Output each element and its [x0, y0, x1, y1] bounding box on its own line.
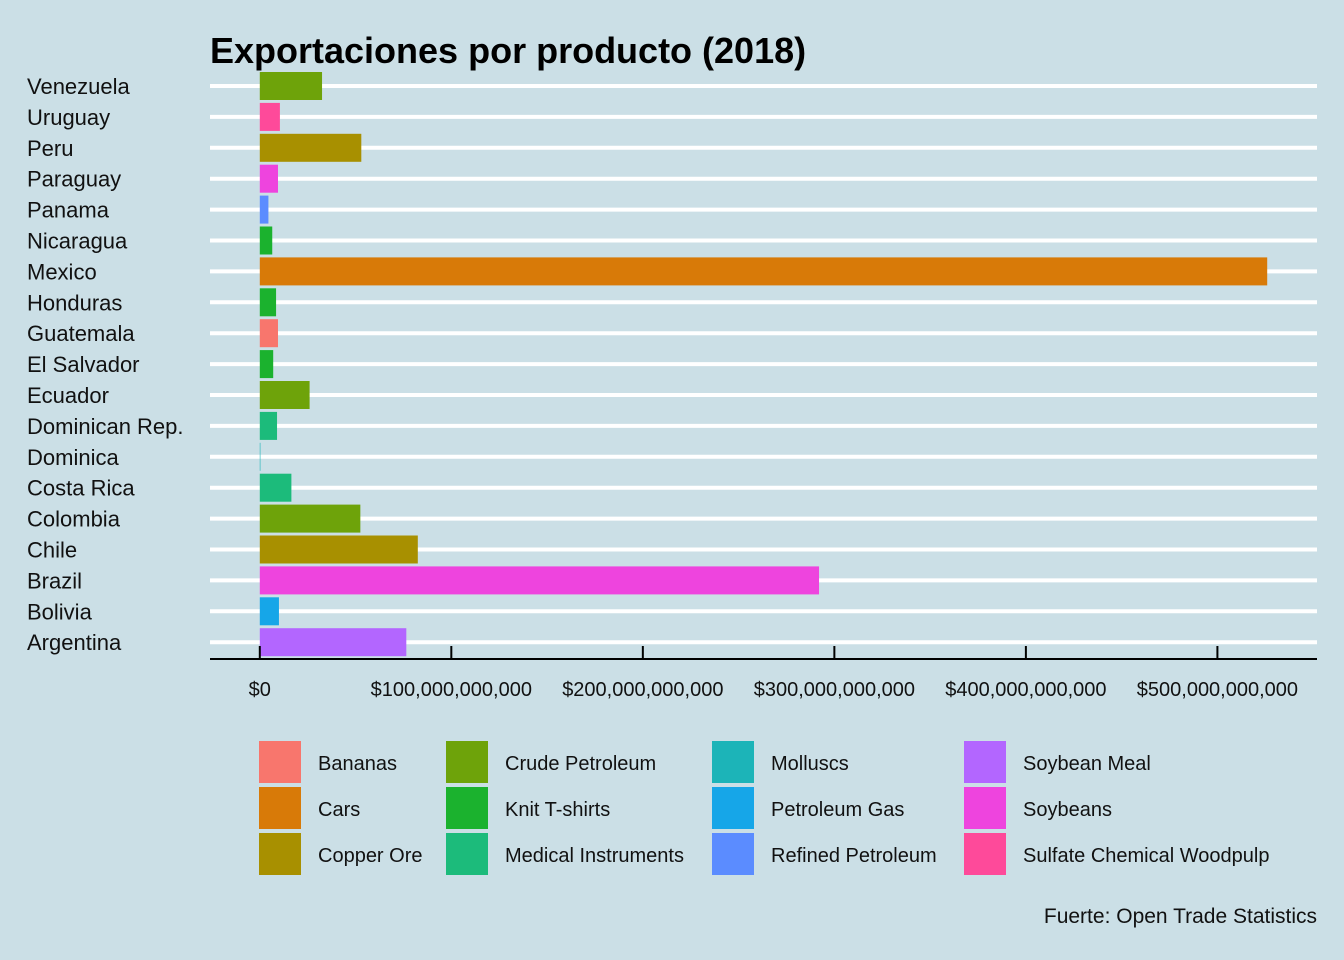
bar-ecuador	[259, 381, 310, 409]
x-tick-label: $300,000,000,000	[754, 679, 915, 701]
bar-uruguay	[259, 102, 280, 131]
bar-venezuela	[259, 72, 323, 100]
category-label: El Salvador	[27, 352, 140, 377]
category-label: Mexico	[27, 259, 97, 284]
bar-brazil	[259, 566, 820, 595]
bar-honduras	[259, 288, 277, 317]
category-label: Honduras	[27, 290, 122, 315]
legend-swatch	[259, 741, 301, 783]
category-label: Dominica	[27, 445, 119, 470]
bar-peru	[259, 133, 362, 162]
legend-label: Copper Ore	[318, 845, 423, 867]
legend-swatch	[446, 833, 488, 875]
category-label: Colombia	[27, 507, 121, 532]
bar-bolivia	[259, 597, 279, 626]
category-label: Brazil	[27, 568, 82, 593]
category-labels: Venezuela Uruguay Peru Paraguay Panama Nicara…	[27, 74, 184, 655]
legend-swatch	[712, 741, 754, 783]
legend: Bananas Cars Copper Ore Crude Petroleum Knit…	[259, 741, 1269, 875]
bar-nicaragua	[259, 226, 273, 255]
legend-swatch	[964, 741, 1006, 783]
category-label: Dominican Rep.	[27, 414, 184, 439]
legend-swatch	[964, 787, 1006, 829]
bar-paraguay	[259, 164, 278, 193]
category-label: Peru	[27, 136, 73, 161]
x-tick-label: $400,000,000,000	[945, 679, 1106, 701]
category-label: Panama	[27, 198, 110, 223]
bar-guatemala	[259, 319, 278, 348]
bar-dominican-rep	[259, 411, 278, 440]
x-tick-label: $500,000,000,000	[1137, 679, 1298, 701]
category-label: Nicaragua	[27, 229, 128, 254]
category-label: Costa Rica	[27, 476, 135, 501]
legend-swatch	[712, 787, 754, 829]
legend-label: Crude Petroleum	[505, 753, 656, 775]
category-label: Venezuela	[27, 74, 131, 99]
category-label: Ecuador	[27, 383, 109, 408]
legend-label: Sulfate Chemical Woodpulp	[1023, 845, 1269, 867]
bar-costa-rica	[259, 473, 292, 502]
bar-panama	[259, 195, 269, 224]
bar-mexico	[259, 257, 1268, 286]
bars	[259, 72, 1268, 657]
bar-dominica	[259, 442, 261, 471]
bar-chile	[259, 535, 418, 564]
category-label: Bolivia	[27, 599, 93, 624]
legend-swatch	[259, 787, 301, 829]
legend-swatch	[446, 741, 488, 783]
bar-argentina	[259, 628, 407, 657]
category-label: Guatemala	[27, 321, 135, 346]
x-tick-label: $0	[249, 679, 271, 701]
legend-label: Knit T-shirts	[505, 799, 610, 821]
category-label: Argentina	[27, 630, 122, 655]
legend-label: Petroleum Gas	[771, 799, 904, 821]
bar-colombia	[259, 504, 361, 533]
legend-label: Cars	[318, 799, 360, 821]
category-label: Chile	[27, 538, 77, 563]
legend-swatch	[712, 833, 754, 875]
legend-label: Soybean Meal	[1023, 753, 1151, 775]
category-label: Paraguay	[27, 167, 121, 192]
x-axis-ticks: $0 $100,000,000,000 $200,000,000,000 $300,0…	[249, 646, 1298, 701]
chart-caption: Fuerte: Open Trade Statistics	[1044, 905, 1317, 928]
x-tick-label: $200,000,000,000	[562, 679, 723, 701]
category-label: Uruguay	[27, 105, 110, 130]
legend-label: Bananas	[318, 753, 397, 775]
legend-swatch	[446, 787, 488, 829]
bar-el-salvador	[259, 350, 274, 379]
legend-label: Soybeans	[1023, 799, 1112, 821]
legend-label: Refined Petroleum	[771, 845, 937, 867]
legend-swatch	[259, 833, 301, 875]
chart-title: Exportaciones por producto (2018)	[210, 30, 806, 71]
legend-label: Medical Instruments	[505, 845, 684, 867]
legend-label: Molluscs	[771, 753, 849, 775]
legend-swatch	[964, 833, 1006, 875]
x-tick-label: $100,000,000,000	[371, 679, 532, 701]
